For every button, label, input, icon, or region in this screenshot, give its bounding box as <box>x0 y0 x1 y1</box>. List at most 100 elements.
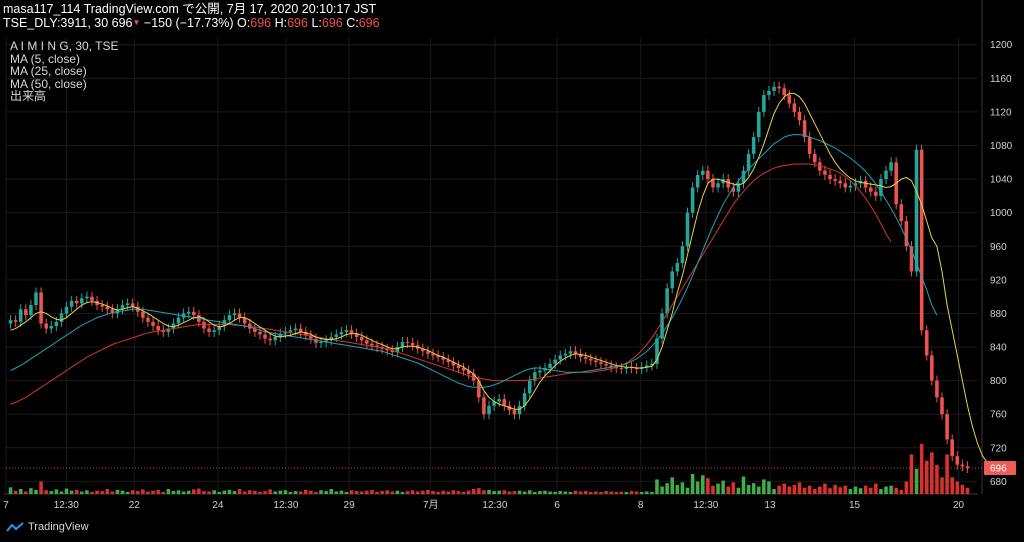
volume-bar <box>589 491 593 494</box>
candle-body <box>955 456 960 465</box>
candle-body <box>324 340 328 342</box>
volume-bar <box>756 486 761 494</box>
candle-body <box>319 342 323 343</box>
volume-bar <box>471 489 476 494</box>
candle-body <box>731 187 736 192</box>
candle-body <box>441 357 445 360</box>
volume-bar <box>904 481 909 494</box>
candle-body <box>237 313 242 318</box>
volume-bar <box>232 491 237 494</box>
candle-body <box>212 330 216 332</box>
candle-body <box>884 170 888 180</box>
candle-body <box>665 288 669 314</box>
candle-body <box>807 137 812 154</box>
volume-bar <box>573 490 578 494</box>
volume-bar <box>441 490 445 494</box>
candle-body <box>680 246 685 264</box>
volume-bar <box>548 491 552 494</box>
candle-body <box>74 300 79 304</box>
candle-body <box>298 328 303 332</box>
legend-volume[interactable]: 出来高 <box>10 89 47 103</box>
candle-body <box>756 111 761 138</box>
candle-body <box>431 353 435 356</box>
volume-bar <box>130 490 135 494</box>
volume-bar <box>700 475 705 494</box>
candle-body <box>558 355 563 360</box>
volume-bar <box>924 460 929 494</box>
candle-body <box>176 317 181 324</box>
volume-bar <box>527 490 532 494</box>
volume-bars <box>8 444 970 494</box>
candle-body <box>578 353 583 358</box>
volume-bar <box>24 491 28 494</box>
volume-bar <box>685 487 690 494</box>
volume-bar <box>466 490 471 494</box>
candle-body <box>263 334 267 339</box>
legend-ma25[interactable]: MA (25, close) <box>10 64 87 78</box>
volume-bar <box>909 454 914 494</box>
price-tick-label: 920 <box>990 275 1007 286</box>
volume-bar <box>746 484 751 494</box>
candle-body <box>940 397 944 415</box>
candle-body <box>767 90 771 96</box>
candle-body <box>120 305 125 310</box>
volume-bar <box>945 454 949 494</box>
time-tick-label: 15 <box>849 500 861 511</box>
volume-bar <box>914 469 919 494</box>
candle-body <box>548 363 552 369</box>
candle-body <box>782 88 786 96</box>
candle-body <box>227 315 232 321</box>
candle-body <box>512 410 517 415</box>
volume-bar <box>721 480 725 494</box>
candle-body <box>477 380 481 398</box>
legend-ma50[interactable]: MA (50, close) <box>10 76 87 91</box>
volume-bar <box>263 491 267 494</box>
volume-bar <box>706 478 710 494</box>
volume-bar <box>390 491 395 494</box>
volume-bar <box>955 481 960 494</box>
legend-ma5[interactable]: MA (5, close) <box>10 51 81 66</box>
candle-body <box>283 331 288 334</box>
volume-bar <box>645 491 649 494</box>
chart-grid <box>4 0 983 495</box>
legend-symbol[interactable]: A I M I N G, 30, TSE <box>10 39 119 53</box>
candle-body <box>151 321 155 327</box>
volume-bar <box>543 490 547 494</box>
volume-bar <box>767 481 771 494</box>
volume-bar <box>29 488 33 494</box>
volume-bar <box>517 490 522 494</box>
volume-bar <box>100 491 104 494</box>
tradingview-logo[interactable]: TradingView <box>6 521 89 533</box>
candle-body <box>522 393 527 406</box>
volume-bar <box>858 488 863 494</box>
candle-body <box>879 179 883 196</box>
candle-body <box>812 153 817 163</box>
volume-bar <box>253 490 257 494</box>
candle-body <box>609 365 613 368</box>
candle-body <box>253 328 257 332</box>
volume-bar <box>818 486 822 494</box>
low-value: 696 <box>321 16 343 30</box>
candle-body <box>105 306 110 310</box>
candle-body <box>161 330 166 332</box>
candle-body <box>365 340 369 344</box>
candle-body <box>293 328 298 331</box>
candle-body <box>843 183 848 188</box>
volume-bar <box>18 489 23 494</box>
candle-body <box>156 326 160 331</box>
volume-bar <box>186 490 191 494</box>
volume-bar <box>95 490 99 494</box>
last-price-tag-label: 696 <box>990 463 1007 474</box>
candle-body <box>80 298 84 304</box>
candle-body <box>517 405 522 415</box>
candle-body <box>604 363 608 366</box>
volume-bar <box>303 489 308 494</box>
volume-bar <box>843 485 848 494</box>
candle-body <box>273 336 278 341</box>
price-change: −150 (−17.73%) <box>143 16 234 30</box>
candle-body <box>446 359 451 363</box>
volume-bar <box>309 490 313 494</box>
volume-bar <box>940 477 944 494</box>
volume-bar <box>950 477 954 494</box>
